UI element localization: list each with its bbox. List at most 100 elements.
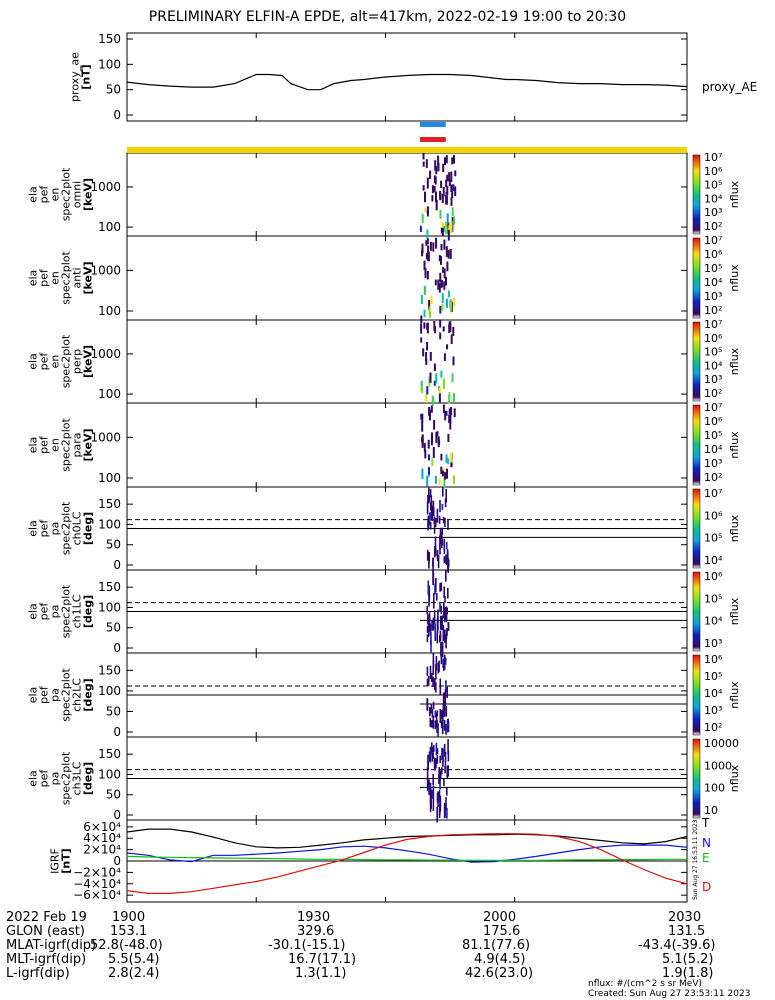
pitch-angle-heat-cell bbox=[447, 739, 449, 755]
pitch-angle-y-tick-label: 100 bbox=[98, 684, 121, 698]
spectrum-heat-cell bbox=[440, 256, 442, 265]
spectrum-heat-cell bbox=[454, 170, 457, 177]
spectrum-heat-cell bbox=[426, 341, 429, 351]
pitch-angle-heat-cell bbox=[428, 783, 430, 795]
spectrum-heat-cell bbox=[430, 405, 433, 413]
spectrum-heat-cell bbox=[439, 332, 442, 340]
spectrum-heat-cell bbox=[438, 255, 441, 262]
pitch-angle-heat-cell bbox=[430, 789, 433, 799]
spectrum-heat-cell bbox=[439, 210, 442, 219]
spectrum-y-tick-label: 1000 bbox=[90, 430, 121, 444]
spectrum-heat-cell bbox=[438, 393, 441, 403]
axis-label-line: ch2LC bbox=[71, 678, 84, 712]
pitch-angle-heat-cell bbox=[445, 609, 448, 623]
pitch-angle-heat-cell bbox=[442, 748, 444, 763]
ephem-value: 81.1(77.6) bbox=[462, 938, 531, 953]
axis-label-line: [keV] bbox=[82, 428, 95, 461]
time-tick-1: 1930 bbox=[297, 910, 331, 925]
pitch-angle-heat-cell bbox=[434, 623, 436, 639]
spectrum-heat-cell bbox=[437, 155, 440, 167]
time-tick-3: 2030 bbox=[668, 910, 702, 925]
pitch-angle-heat-cell bbox=[426, 502, 429, 515]
pitch-angle-heat-cell bbox=[437, 791, 439, 808]
pitch-angle-heat-cell bbox=[446, 686, 448, 698]
colorbar bbox=[692, 738, 701, 819]
footer-created: Created: Sun Aug 27 23:53:11 2023 bbox=[588, 989, 751, 999]
pitch-angle-heat-cell bbox=[437, 723, 439, 737]
pitch-angle-heat-cell bbox=[436, 710, 439, 717]
spectrum-heat-cell bbox=[447, 249, 450, 259]
spectrum-heat-cell bbox=[444, 410, 447, 421]
ephem-value: 5.1(5.2) bbox=[662, 952, 714, 967]
axis-label-line: [deg] bbox=[82, 512, 95, 545]
spectrum-heat-cell bbox=[445, 276, 447, 286]
colorbar-unit-label: nflux bbox=[728, 264, 741, 292]
spectrum-panel-frame bbox=[126, 402, 688, 488]
axis-label-line: ela bbox=[27, 520, 40, 537]
spectrum-panel-frame bbox=[126, 235, 688, 321]
spectrum-heat-cell bbox=[449, 420, 452, 430]
spectrum-heat-cell bbox=[447, 290, 450, 298]
pitch-angle-heat-cell bbox=[432, 617, 435, 631]
pitch-angle-heat-cell bbox=[445, 488, 447, 503]
vertical-timestamp: Sun Aug 27 16:53:11 2023 bbox=[692, 819, 699, 900]
spectrum-heat-cell bbox=[421, 243, 424, 254]
spectrum-heat-cell bbox=[450, 197, 453, 206]
pitch-angle-heat-cell bbox=[434, 710, 437, 718]
pitch-angle-heat-cell bbox=[431, 620, 433, 631]
pitch-angle-heat-cell bbox=[447, 519, 449, 530]
spectrum-panel-frame bbox=[126, 152, 688, 237]
pitch-angle-heat-cell bbox=[445, 723, 447, 735]
ae-y-tick-label: 150 bbox=[98, 32, 121, 46]
pitch-angle-heat-cell bbox=[435, 758, 437, 769]
pitch-angle-heat-cell bbox=[436, 806, 438, 823]
colorbar bbox=[692, 654, 701, 736]
spectrum-heat-cell bbox=[450, 301, 453, 313]
spectrum-heat-cell bbox=[420, 315, 423, 324]
spectrum-heat-cell bbox=[426, 271, 429, 280]
pitch-angle-heat-cell bbox=[447, 622, 450, 631]
pitch-angle-heat-cell bbox=[438, 515, 441, 524]
pitch-angle-y-tick-label: 0 bbox=[113, 808, 121, 822]
colorbar-tick-label: 10² bbox=[704, 387, 722, 400]
axis-label-line: proxy_ae bbox=[69, 52, 82, 102]
ephem-value: -30.1(-15.1) bbox=[268, 938, 346, 953]
pitch-angle-heat-cell bbox=[445, 797, 447, 810]
axis-label-line: pef bbox=[38, 519, 51, 538]
pitch-angle-heat-cell bbox=[426, 634, 429, 643]
spectrum-heat-cell bbox=[434, 160, 437, 171]
colorbar-tick-label: 10² bbox=[704, 304, 722, 317]
spectrum-heat-cell bbox=[435, 373, 438, 384]
spectrum-heat-cell bbox=[449, 249, 452, 259]
spectrum-heat-cell bbox=[426, 229, 429, 239]
spectrum-heat-cell bbox=[439, 272, 442, 283]
pitch-angle-heat-cell bbox=[435, 656, 438, 671]
spectrum-heat-cell bbox=[421, 434, 424, 445]
spectrum-heat-cell bbox=[428, 454, 430, 461]
spectrum-heat-cell bbox=[440, 466, 443, 474]
pitch-angle-heat-cell bbox=[442, 692, 445, 706]
indicator-bar-yellow bbox=[127, 147, 687, 153]
pitch-angle-heat-cell bbox=[433, 757, 436, 769]
pitch-angle-heat-cell bbox=[442, 487, 444, 497]
spectrum-heat-cell bbox=[429, 352, 432, 361]
pitch-angle-heat-cell bbox=[431, 708, 434, 718]
pitch-angle-heat-cell bbox=[435, 712, 438, 728]
spectrum-heat-cell bbox=[425, 359, 428, 365]
pitch-angle-heat-cell bbox=[434, 720, 437, 730]
pitch-angle-heat-cell bbox=[446, 607, 448, 615]
spectrum-heat-cell bbox=[432, 447, 435, 458]
pitch-angle-heat-cell bbox=[427, 754, 429, 767]
spectrum-heat-cell bbox=[420, 294, 423, 304]
pitch-angle-heat-cell bbox=[429, 512, 431, 526]
spectrum-panel-frame bbox=[126, 319, 688, 404]
ephem-row-label: 2022 Feb 19 bbox=[6, 910, 87, 925]
b-field-series-E bbox=[126, 855, 687, 861]
spectrum-heat-cell bbox=[424, 285, 427, 295]
spectrum-heat-cell bbox=[451, 157, 454, 165]
ephem-value: 52.8(-48.0) bbox=[90, 938, 163, 953]
axis-label-line: ch1LC bbox=[71, 594, 84, 628]
spectrum-heat-cell bbox=[431, 457, 434, 466]
pitch-angle-heat-cell bbox=[443, 586, 445, 598]
